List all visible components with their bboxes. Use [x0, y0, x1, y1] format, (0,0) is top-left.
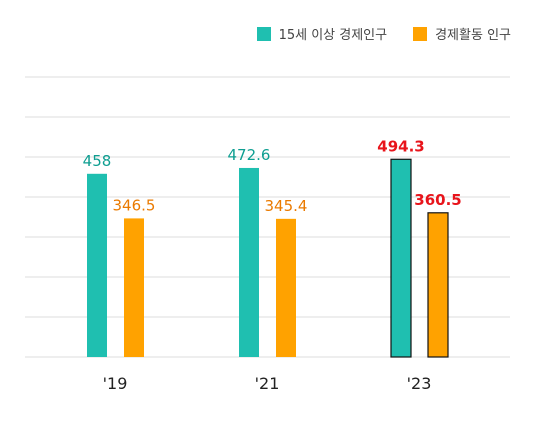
bar-economic-population [390, 158, 412, 358]
bar-active-population [427, 212, 449, 358]
x-tick-label: '19 [103, 374, 128, 393]
x-tick-label: '23 [407, 374, 432, 393]
data-label: 360.5 [414, 191, 461, 209]
bar-active-population [276, 218, 296, 357]
bar-economic-population [87, 173, 107, 357]
data-label: 494.3 [377, 137, 424, 155]
teal-square-icon [256, 26, 271, 41]
legend-label: 경제활동 인구 [435, 28, 511, 43]
orange-square-icon [413, 26, 428, 41]
data-label: 346.5 [113, 196, 156, 214]
data-label: 458 [83, 152, 112, 170]
bar-economic-population [239, 167, 259, 357]
legend: 15세 이상 경제인구 경제활동 인구 [256, 24, 511, 43]
data-label: 345.4 [265, 197, 308, 215]
x-tick-label: '21 [255, 374, 280, 393]
legend-label: 15세 이상 경제인구 [278, 28, 388, 43]
data-label: 472.6 [228, 146, 271, 164]
bar-active-population [124, 218, 144, 357]
legend-item-economic-population: 15세 이상 경제인구 [256, 24, 388, 43]
legend-item-active-population: 경제활동 인구 [413, 24, 511, 43]
